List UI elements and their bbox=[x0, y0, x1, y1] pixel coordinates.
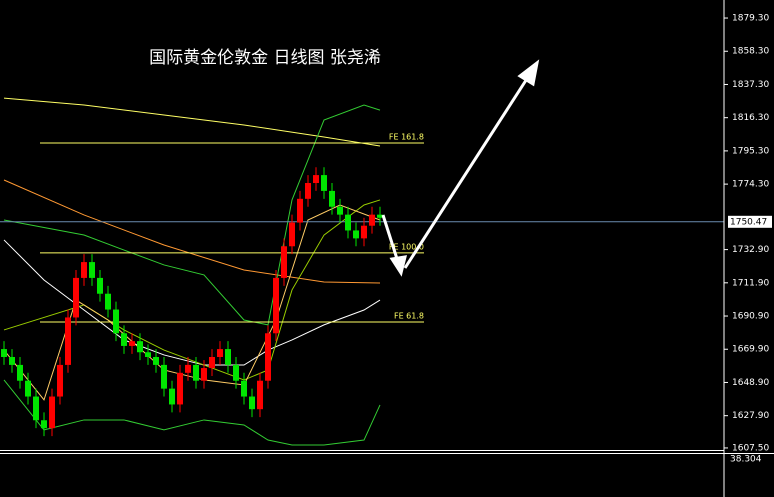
fe-level-label: FE 100.0 bbox=[389, 242, 424, 251]
y-tick-label: 1795.30 bbox=[732, 146, 769, 156]
arrow-head bbox=[389, 255, 408, 277]
candle-body bbox=[361, 225, 367, 239]
candle-body bbox=[105, 293, 111, 310]
indicator-line bbox=[3, 97, 381, 147]
candle-body bbox=[137, 341, 143, 353]
candle-body bbox=[329, 190, 335, 207]
indicator-line bbox=[3, 379, 381, 446]
candle-body bbox=[289, 222, 295, 247]
candle-body bbox=[209, 356, 215, 369]
candle-body bbox=[89, 262, 95, 278]
y-tick-label: 1669.90 bbox=[732, 345, 769, 355]
candle-body bbox=[177, 372, 183, 405]
fe-level-label: FE 161.8 bbox=[389, 132, 424, 141]
candle-body bbox=[345, 214, 351, 231]
y-tick-label: 1858.30 bbox=[732, 47, 769, 57]
candle-body bbox=[65, 317, 71, 365]
y-tick-label: 1816.30 bbox=[732, 113, 769, 123]
candle-body bbox=[305, 183, 311, 199]
candle-body bbox=[73, 277, 79, 318]
candle-body bbox=[113, 309, 119, 334]
candle-body bbox=[81, 262, 87, 278]
y-tick-label: 1607.50 bbox=[732, 443, 769, 453]
candle-body bbox=[121, 333, 127, 346]
arrow-up bbox=[403, 73, 532, 269]
candle-body bbox=[97, 277, 103, 294]
candle-body bbox=[337, 206, 343, 215]
indicator-line bbox=[3, 104, 381, 326]
candle-body bbox=[369, 214, 375, 226]
arrow-down bbox=[381, 214, 400, 263]
y-tick-label: 1879.30 bbox=[732, 14, 769, 24]
candle-body bbox=[377, 214, 383, 218]
annotation-arrows bbox=[381, 59, 540, 277]
candle-body bbox=[273, 277, 279, 334]
current-price-box bbox=[728, 215, 772, 228]
candle-body bbox=[313, 175, 319, 184]
candle-body bbox=[41, 420, 47, 429]
candle-body bbox=[249, 396, 255, 410]
fe-level-label: FE 61.8 bbox=[394, 312, 424, 321]
indicator-line bbox=[3, 179, 381, 284]
candle-body bbox=[201, 368, 207, 381]
candle-body bbox=[257, 380, 263, 410]
candle-body bbox=[161, 364, 167, 389]
candle-body bbox=[33, 396, 39, 421]
candle-body bbox=[153, 356, 159, 365]
candle-body bbox=[17, 364, 23, 381]
candle-body bbox=[281, 246, 287, 278]
candle-body bbox=[145, 352, 151, 357]
indicator-value: 38.304 bbox=[730, 455, 762, 465]
candle-body bbox=[233, 364, 239, 381]
y-tick-label: 1837.30 bbox=[732, 80, 769, 90]
y-tick-label: 1711.90 bbox=[732, 278, 769, 288]
y-tick-label: 1648.90 bbox=[732, 378, 769, 388]
current-price-label: 1750.47 bbox=[730, 217, 767, 227]
y-tick-label: 1774.30 bbox=[732, 180, 769, 190]
y-tick-label: 1732.90 bbox=[732, 245, 769, 255]
y-tick-label: 1690.90 bbox=[732, 312, 769, 322]
candle-body bbox=[193, 364, 199, 381]
candle-body bbox=[49, 396, 55, 429]
candle-body bbox=[25, 380, 31, 397]
candle-body bbox=[225, 349, 231, 365]
candle-body bbox=[1, 349, 7, 357]
candle-body bbox=[353, 230, 359, 239]
candle-body bbox=[129, 341, 135, 346]
candle-body bbox=[169, 388, 175, 405]
candle-body bbox=[297, 198, 303, 223]
y-tick-label: 1627.90 bbox=[732, 411, 769, 421]
candle-body bbox=[57, 364, 63, 397]
plot-area: FE 161.8 FE 100.0 FE 61.8 bbox=[0, 97, 724, 446]
candle-body bbox=[217, 349, 223, 357]
arrow-head bbox=[517, 59, 540, 87]
candle-body bbox=[321, 175, 327, 191]
candle-body bbox=[241, 380, 247, 397]
candle-body bbox=[9, 356, 15, 365]
candle-body bbox=[185, 364, 191, 373]
candle-body bbox=[265, 333, 271, 381]
chart-title: 国际黄金伦敦金 日线图 张尧浠 bbox=[149, 48, 381, 68]
